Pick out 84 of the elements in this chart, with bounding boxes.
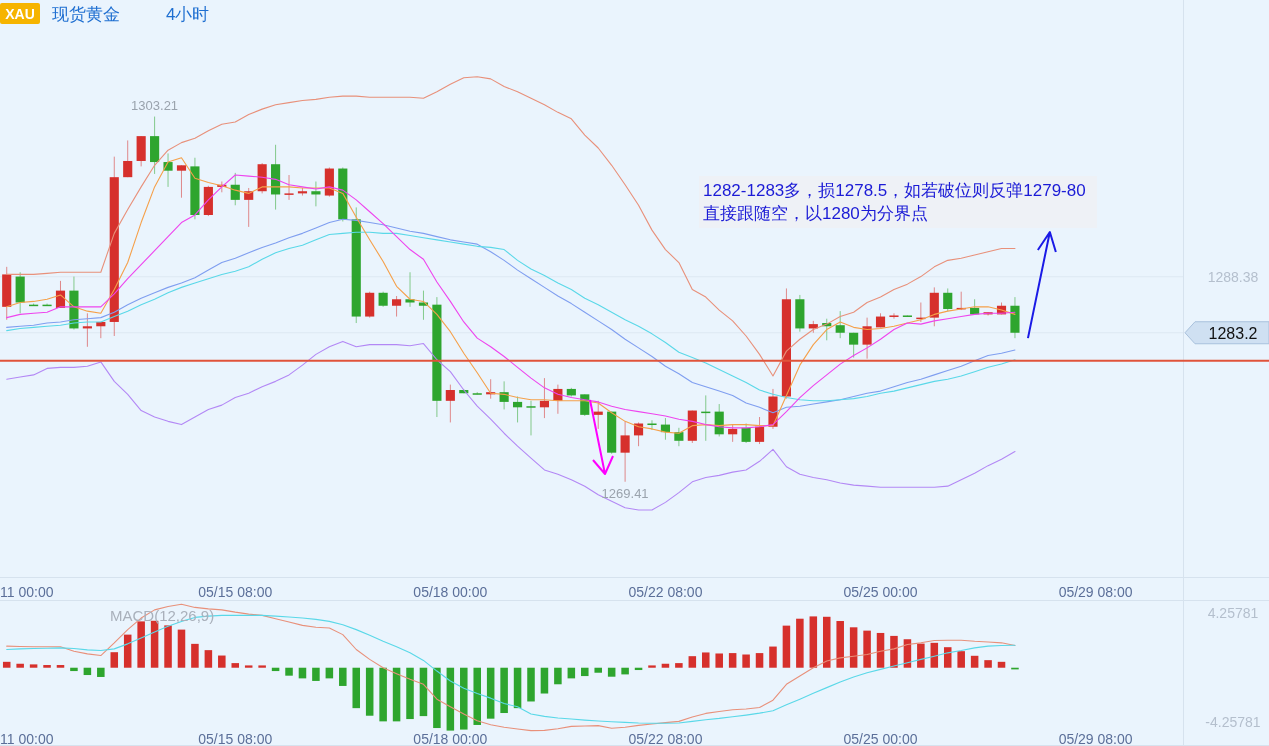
bar xyxy=(755,653,764,668)
badge: XAU xyxy=(0,3,40,24)
bar xyxy=(43,665,51,668)
price-tag: 1283.2 xyxy=(1184,321,1269,345)
bar xyxy=(688,656,697,668)
bar xyxy=(796,618,804,668)
bar xyxy=(581,667,589,677)
x-tick-label: 05/15 08:00 xyxy=(198,584,273,600)
bar xyxy=(984,660,992,668)
bar xyxy=(527,667,535,702)
bar xyxy=(164,625,172,668)
bar xyxy=(970,655,979,668)
bar xyxy=(621,667,629,675)
bar xyxy=(70,667,78,672)
bar xyxy=(728,653,737,668)
bar xyxy=(56,665,65,668)
bar xyxy=(433,667,441,729)
annotation: XAU xyxy=(5,6,35,22)
x-tick-label: 05/18 00:00 xyxy=(413,731,488,746)
bar xyxy=(500,667,508,714)
x-tick-label: 11 00:00 xyxy=(0,584,54,600)
bar xyxy=(648,665,656,668)
bar xyxy=(29,664,38,668)
x-tick-label: 05/18 00:00 xyxy=(413,584,488,600)
bar xyxy=(540,667,549,694)
annotation: 1282-1283多，损1278.5，如若破位则反弹1279-80直接跟随空，以1280为分界点 xyxy=(703,181,1086,223)
bar xyxy=(473,667,481,725)
x-tick-label: 05/22 08:00 xyxy=(628,584,703,600)
bar xyxy=(365,667,374,716)
annotation: 1303.21 xyxy=(131,97,179,113)
bar xyxy=(379,667,387,722)
bar xyxy=(742,654,750,668)
bar xyxy=(822,616,831,668)
bar xyxy=(809,616,818,668)
bar xyxy=(513,667,522,709)
x-tick-label: 05/25 00:00 xyxy=(843,731,918,746)
bar xyxy=(97,667,105,677)
bar xyxy=(997,661,1006,668)
x-tick-label: 05/29 08:00 xyxy=(1058,731,1133,746)
bar xyxy=(231,663,240,668)
bar xyxy=(460,667,468,730)
x-tick-label: 05/15 08:00 xyxy=(198,731,273,746)
chart-title: 现货黄金 xyxy=(52,5,120,24)
bar xyxy=(890,635,898,668)
bar xyxy=(554,667,562,685)
line-series xyxy=(6,340,1016,511)
bar xyxy=(312,667,320,681)
bar xyxy=(836,621,844,668)
bar xyxy=(191,643,199,668)
bar xyxy=(486,667,495,719)
bar xyxy=(675,663,683,668)
bar xyxy=(177,629,186,668)
bar xyxy=(769,646,777,668)
bar xyxy=(244,665,253,668)
x-tick-label: 05/29 08:00 xyxy=(1058,584,1133,600)
bar xyxy=(285,667,293,676)
bar xyxy=(849,627,858,668)
bar xyxy=(943,647,952,668)
bar xyxy=(204,650,213,668)
y-tick-label: 1283.2 xyxy=(1208,324,1258,342)
bar xyxy=(218,655,226,668)
bar xyxy=(782,625,791,668)
bar xyxy=(2,661,11,668)
x-tick-label: 05/22 08:00 xyxy=(628,731,703,746)
bar xyxy=(917,643,925,668)
bar xyxy=(110,652,119,668)
bar xyxy=(957,651,965,668)
bar xyxy=(406,667,414,720)
bar xyxy=(594,667,602,673)
bar xyxy=(876,632,885,668)
x-tick-label: 11 00:00 xyxy=(0,731,54,746)
bar xyxy=(715,653,723,668)
bar xyxy=(863,630,871,668)
bar xyxy=(607,667,616,677)
annotation: 1269.41 xyxy=(601,485,649,501)
bar xyxy=(352,667,361,709)
chart-subtitle: 4小时 xyxy=(166,5,210,24)
bar xyxy=(339,667,347,686)
bar xyxy=(16,663,24,668)
bar xyxy=(702,652,710,668)
candlestick xyxy=(889,312,899,320)
bar xyxy=(661,663,670,668)
bar xyxy=(258,665,266,668)
x-tick-label: 05/25 00:00 xyxy=(843,584,918,600)
